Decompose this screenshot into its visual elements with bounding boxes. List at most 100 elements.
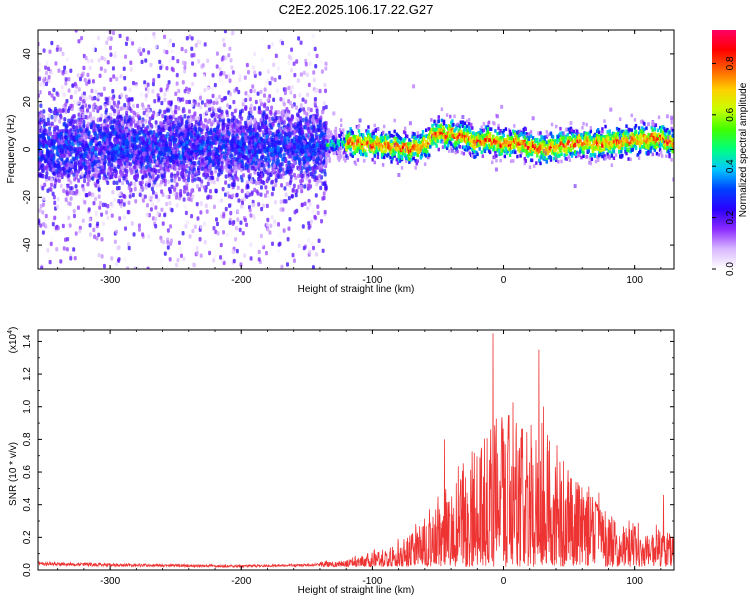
spectrogram-cell (309, 219, 313, 224)
spectrogram-cell (250, 143, 254, 149)
spectrogram-cell (86, 121, 90, 127)
spectrogram-cell (117, 191, 121, 197)
spectrogram-cell (92, 154, 96, 159)
spectrogram-cell (163, 173, 167, 179)
spectrogram-cell (288, 78, 292, 84)
spectrogram-cell (189, 142, 193, 147)
spectrogram-cell (194, 145, 198, 150)
spectrogram-cell (182, 189, 186, 194)
spectrogram-cell (262, 103, 266, 109)
spectrogram-cell (41, 186, 45, 191)
spectrogram-cell (155, 176, 159, 181)
spectrogram-cell (122, 193, 126, 199)
spectrogram-cell (264, 169, 268, 175)
spectrogram-cell (163, 182, 167, 187)
spectrogram-cell (141, 232, 145, 237)
spectrogram-cell (226, 191, 230, 196)
spectrogram-cell (122, 66, 126, 71)
spectrogram-cell (116, 258, 120, 264)
spectrogram-cell (247, 94, 251, 99)
spectrogram-cell (68, 223, 72, 228)
spectrogram-cell (284, 87, 288, 92)
spectrogram-cell (210, 179, 214, 184)
spectrogram-cell (185, 99, 189, 105)
spectrogram-cell (209, 127, 213, 132)
spectrogram-cell (160, 143, 164, 148)
spectrogram-cell (296, 173, 300, 179)
spectrogram-cell (177, 88, 181, 94)
spectrogram-cell (156, 211, 160, 216)
spectrogram-cell (246, 183, 250, 189)
spectrogram-cell (86, 181, 90, 187)
spectrogram-cell (221, 144, 225, 150)
spectrogram-cell (155, 146, 159, 151)
spectrogram-cell (135, 84, 139, 89)
spectrogram-cell (122, 61, 126, 66)
spectrogram-cell (190, 188, 194, 194)
spectrogram-cell (53, 200, 57, 206)
spectrogram-cell (185, 119, 189, 124)
spectrogram-cell (200, 183, 204, 188)
spectrogram-cell (183, 164, 187, 169)
spectrogram-cell (271, 159, 275, 164)
spectrogram-cell (209, 194, 213, 200)
spectrogram-cell (142, 110, 146, 116)
spectrogram-cell (212, 100, 216, 106)
spectrogram-cell (318, 174, 322, 179)
spectrogram-cell (100, 132, 104, 137)
spectrogram-cell (49, 161, 53, 166)
spectrogram-cell (298, 165, 302, 170)
spectrogram-cell (198, 237, 202, 242)
spectrogram-cell (140, 119, 144, 124)
spectrogram-cell (120, 92, 124, 98)
spectrogram-cell (184, 123, 188, 129)
spectrogram-cell (282, 199, 286, 204)
spectrogram-cell (68, 201, 72, 207)
spectrogram-cell (267, 176, 271, 181)
spectrogram-cell (106, 141, 110, 147)
spectrogram-cell (257, 202, 261, 207)
spectrogram-cell (242, 155, 246, 160)
spectrogram-cell (59, 148, 63, 153)
spectrogram-cell (219, 226, 223, 231)
spectrogram-cell (279, 167, 283, 172)
spectrogram-cell (277, 66, 281, 71)
spectrogram-cell (105, 40, 109, 45)
spectrogram-cell (103, 146, 107, 152)
spectrogram-cell (140, 59, 144, 65)
spectrogram-cell (100, 212, 104, 217)
spectrogram-cell (119, 172, 123, 177)
spectrogram-cell (50, 114, 54, 120)
spectrogram-cell (173, 137, 177, 142)
spectrogram-cell (265, 190, 269, 195)
spectrogram-cell (129, 148, 133, 153)
spectrogram-cell (159, 87, 163, 92)
spectrogram-cell (183, 65, 187, 70)
spectrogram-cell (139, 169, 143, 174)
spectrogram-cell (95, 105, 99, 110)
spectrogram-cell (319, 154, 323, 159)
spectrogram-cell (144, 37, 148, 42)
spectrogram-cell (117, 199, 121, 204)
spectrogram-cell (168, 58, 172, 63)
spectrogram-cell (235, 157, 239, 163)
spectrogram-cell (273, 219, 277, 224)
spectrogram-cell (220, 164, 224, 170)
spectrogram-cell (311, 209, 315, 214)
spectrogram-cell (191, 178, 195, 183)
spectrogram-cell (199, 224, 203, 230)
spectrogram-cell (73, 161, 77, 166)
spectrogram-cell (152, 190, 156, 195)
spectrogram-cell (109, 36, 113, 41)
spectrogram-cell (243, 217, 247, 223)
spectrogram-cell (121, 158, 125, 163)
spectrogram-cell (236, 185, 240, 191)
spectrogram-cell (171, 67, 175, 73)
spectrogram-cell (245, 150, 249, 155)
spectrogram-cell (266, 140, 270, 146)
spectrogram-cell (165, 50, 169, 55)
spectrogram-cell (62, 246, 66, 251)
spectrogram-cell (207, 107, 211, 112)
spectrogram-cell (67, 215, 71, 221)
spectrogram-cell (151, 198, 155, 203)
